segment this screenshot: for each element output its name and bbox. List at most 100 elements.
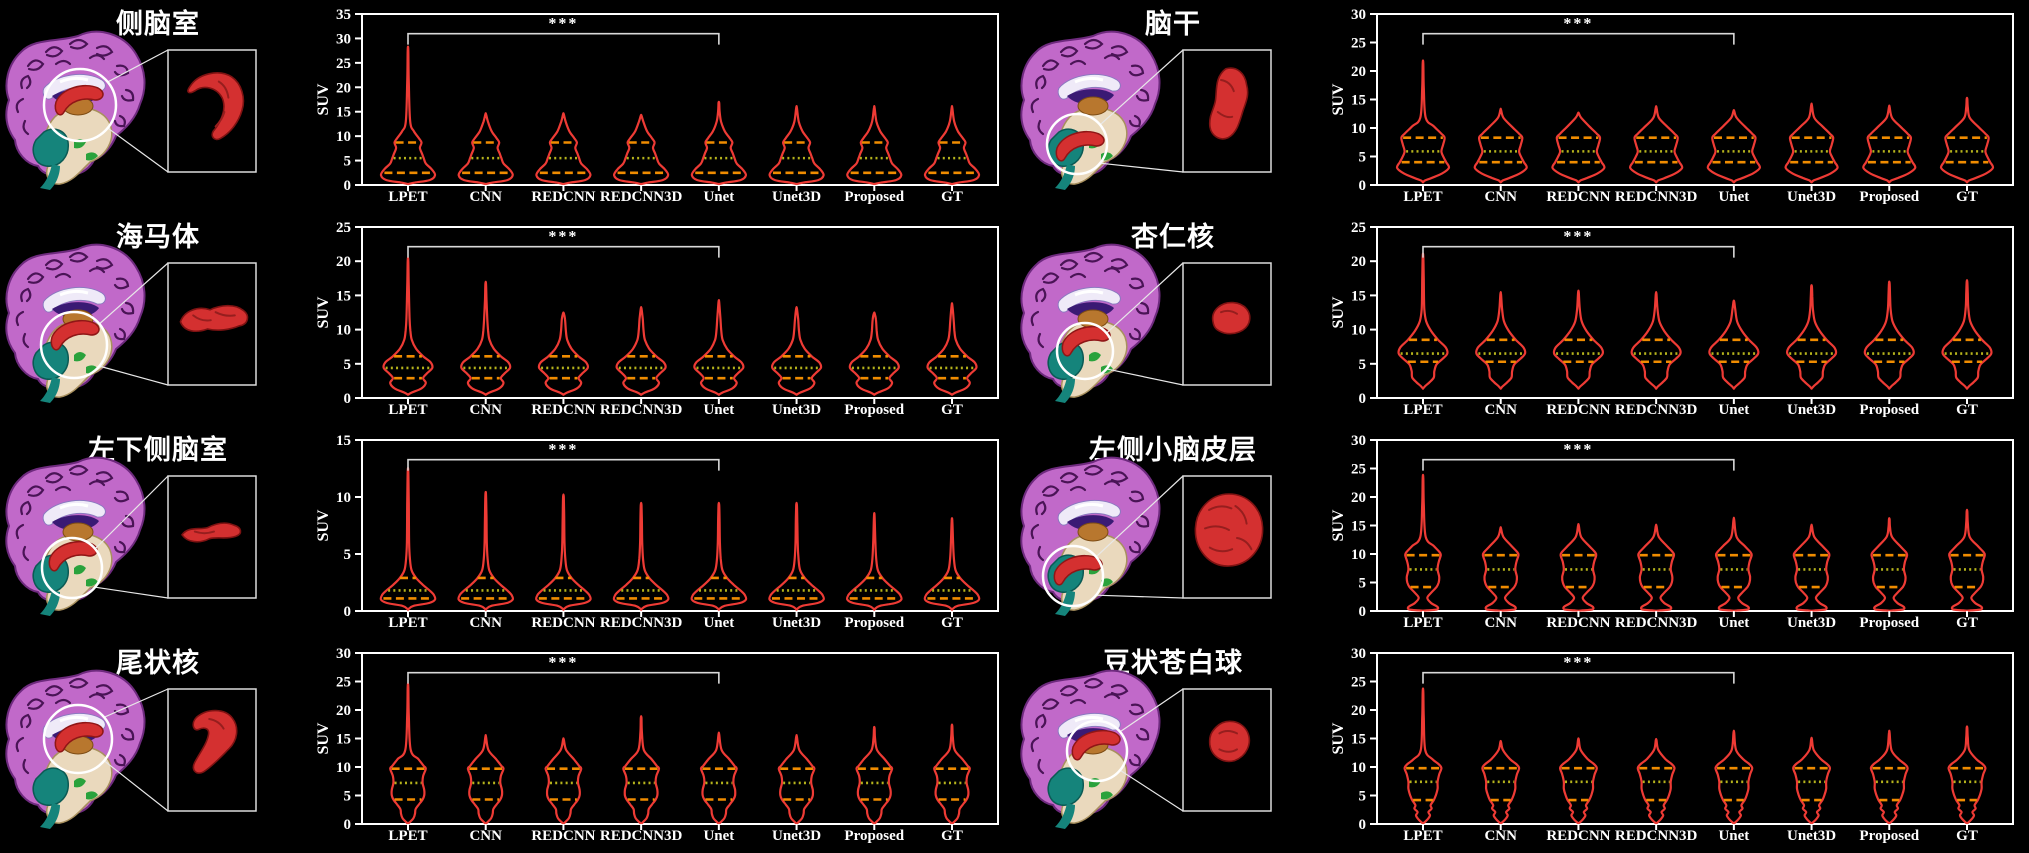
svg-text:5: 5 (1359, 789, 1367, 805)
svg-text:5: 5 (344, 547, 352, 563)
svg-text:Unet: Unet (1718, 615, 1749, 631)
svg-text:35: 35 (336, 7, 351, 23)
panel-hippocampus: 海马体 0 5 10 15 20 25 SUV LPET CNN REDCNN REDCNN3D Un… (0, 213, 1014, 426)
svg-text:GT: GT (941, 402, 963, 418)
svg-text:20: 20 (336, 80, 351, 96)
panel-lentiform-pallidum: 豆状苍白球 0 5 10 15 20 25 30 SUV LPET CNN REDCNN REDCNN… (1015, 639, 2029, 852)
svg-text:CNN: CNN (469, 402, 502, 418)
svg-text:REDCNN: REDCNN (1546, 615, 1610, 631)
svg-text:Proposed: Proposed (844, 189, 904, 205)
svg-text:***: *** (1563, 442, 1593, 459)
svg-text:SUV: SUV (1330, 296, 1347, 328)
structure-title: 杏仁核 (1131, 222, 1215, 253)
svg-text:REDCNN3D: REDCNN3D (1615, 615, 1698, 631)
svg-text:REDCNN3D: REDCNN3D (1615, 828, 1698, 844)
svg-text:Proposed: Proposed (1859, 615, 1919, 631)
svg-text:Proposed: Proposed (844, 828, 904, 844)
svg-text:Proposed: Proposed (1859, 402, 1919, 418)
panel-caudate-nucleus: 尾状核 0 5 10 15 20 25 30 SUV LPET CNN REDCNN REDCNN3D… (0, 639, 1014, 852)
svg-text:0: 0 (344, 817, 352, 833)
structure-title: 尾状核 (116, 648, 200, 679)
brain-render (1019, 30, 1272, 192)
svg-text:10: 10 (336, 323, 351, 339)
svg-text:5: 5 (344, 357, 352, 373)
violin-plot: 0 5 10 15 20 25 30 SUV LPET CNN REDCNN REDCNN3D Unet… (315, 646, 999, 844)
svg-text:25: 25 (336, 220, 351, 236)
svg-text:***: *** (548, 655, 578, 672)
svg-text:SUV: SUV (315, 722, 332, 754)
svg-text:5: 5 (344, 789, 352, 805)
svg-text:REDCNN3D: REDCNN3D (600, 828, 683, 844)
svg-text:Unet3D: Unet3D (772, 615, 821, 631)
svg-text:15: 15 (336, 732, 351, 748)
svg-text:GT: GT (941, 615, 963, 631)
svg-text:***: *** (1563, 16, 1593, 33)
svg-text:REDCNN: REDCNN (1546, 402, 1610, 418)
svg-text:GT: GT (941, 828, 963, 844)
svg-text:SUV: SUV (315, 83, 332, 115)
svg-text:LPET: LPET (1403, 402, 1442, 418)
svg-text:REDCNN3D: REDCNN3D (600, 615, 683, 631)
svg-text:CNN: CNN (469, 189, 502, 205)
svg-text:***: *** (548, 442, 578, 459)
brain-render (4, 30, 257, 192)
structure-title: 海马体 (116, 222, 200, 253)
svg-text:LPET: LPET (1403, 828, 1442, 844)
svg-text:25: 25 (1351, 220, 1366, 236)
svg-text:5: 5 (344, 154, 352, 170)
svg-text:Unet3D: Unet3D (1787, 402, 1836, 418)
svg-text:REDCNN: REDCNN (1546, 828, 1610, 844)
violin-plot: 0 5 10 15 20 25 30 SUV LPET CNN REDCNN REDCNN3D Unet… (1330, 433, 2014, 631)
svg-text:0: 0 (344, 391, 352, 407)
svg-text:0: 0 (1359, 178, 1367, 194)
svg-text:30: 30 (336, 31, 351, 47)
structure-title: 脑干 (1145, 9, 1201, 40)
svg-text:CNN: CNN (469, 615, 502, 631)
svg-text:Unet: Unet (703, 189, 734, 205)
panel-left-cerebellar-cortex: 左侧小脑皮层 0 5 10 15 20 25 30 SUV LPET CNN REDCNN REDCN… (1015, 426, 2029, 639)
svg-text:0: 0 (344, 178, 352, 194)
svg-text:Unet3D: Unet3D (772, 402, 821, 418)
svg-text:LPET: LPET (1403, 189, 1442, 205)
svg-text:REDCNN3D: REDCNN3D (600, 189, 683, 205)
svg-text:CNN: CNN (1484, 828, 1517, 844)
panel-amygdala: 杏仁核 0 5 10 15 20 25 SUV LPET CNN REDCNN REDCNN3D Un… (1015, 213, 2029, 426)
svg-text:0: 0 (1359, 391, 1367, 407)
panel-left-inferior-lateral-ventricle: 左下侧脑室 0 5 10 15 SUV LPET CNN REDCNN REDCNN3D Unet… (0, 426, 1014, 639)
brain-render (1019, 669, 1272, 831)
violin-plot: 0 5 10 15 20 25 SUV LPET CNN REDCNN REDCNN3D Unet Un… (1330, 220, 2014, 418)
svg-text:5: 5 (1359, 576, 1367, 592)
svg-text:25: 25 (336, 675, 351, 691)
svg-text:25: 25 (1351, 675, 1366, 691)
violin-plot: 0 5 10 15 20 25 30 SUV LPET CNN REDCNN REDCNN3D Unet… (1330, 7, 2014, 205)
svg-text:LPET: LPET (1403, 615, 1442, 631)
svg-text:REDCNN3D: REDCNN3D (600, 402, 683, 418)
svg-text:SUV: SUV (315, 296, 332, 328)
svg-text:20: 20 (336, 703, 351, 719)
svg-text:Proposed: Proposed (1859, 828, 1919, 844)
svg-text:GT: GT (1956, 189, 1978, 205)
svg-text:Unet3D: Unet3D (772, 828, 821, 844)
svg-text:0: 0 (344, 604, 352, 620)
svg-text:25: 25 (336, 56, 351, 72)
svg-text:LPET: LPET (388, 402, 427, 418)
svg-text:10: 10 (1351, 121, 1366, 137)
svg-text:25: 25 (1351, 36, 1366, 52)
svg-text:SUV: SUV (1330, 83, 1347, 115)
svg-text:CNN: CNN (1484, 615, 1517, 631)
svg-text:GT: GT (1956, 402, 1978, 418)
svg-text:REDCNN: REDCNN (531, 828, 595, 844)
svg-text:REDCNN: REDCNN (531, 189, 595, 205)
svg-text:***: *** (548, 16, 578, 33)
svg-text:Unet: Unet (703, 615, 734, 631)
svg-text:GT: GT (1956, 828, 1978, 844)
violin-plot: 0 5 10 15 20 25 30 SUV LPET CNN REDCNN REDCNN3D Unet… (1330, 646, 2014, 844)
svg-text:LPET: LPET (388, 828, 427, 844)
svg-text:30: 30 (336, 646, 351, 662)
svg-text:CNN: CNN (469, 828, 502, 844)
svg-text:SUV: SUV (315, 509, 332, 541)
svg-text:CNN: CNN (1484, 189, 1517, 205)
brain-render (4, 669, 257, 831)
svg-text:20: 20 (1351, 703, 1366, 719)
svg-text:Unet: Unet (1718, 189, 1749, 205)
